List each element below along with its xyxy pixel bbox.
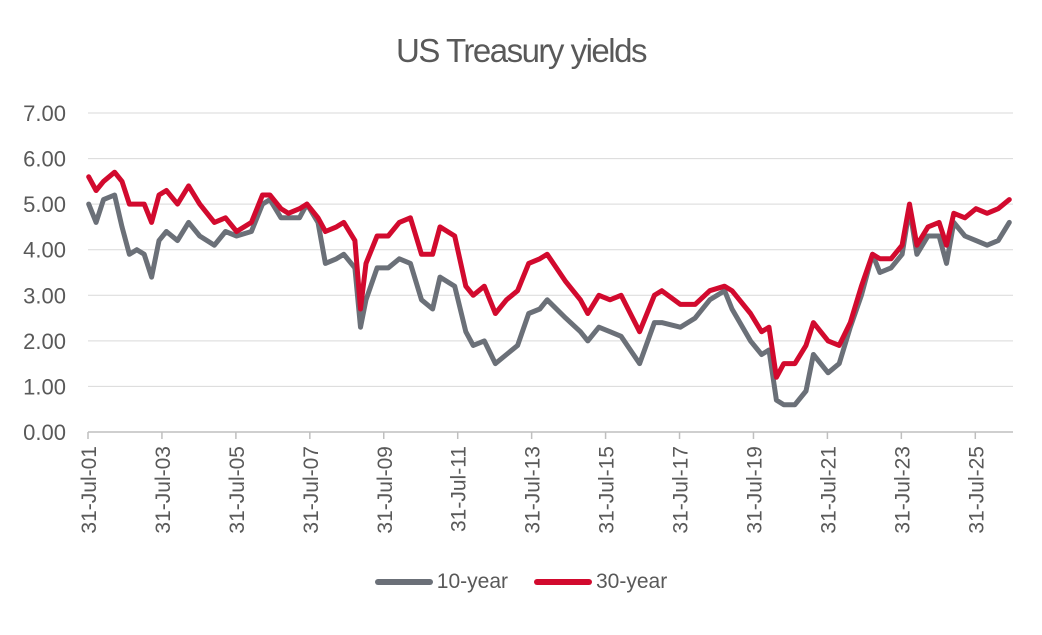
x-tick-label: 31-Jul-23 [891,446,914,534]
y-tick-label: 4.00 [23,238,66,263]
x-tick-label: 31-Jul-13 [522,446,545,534]
x-tick-label: 31-Jul-01 [78,446,101,534]
y-tick-label: 6.00 [23,147,66,172]
legend-label-10-year: 10-year [436,570,508,593]
legend-item-10-year: 10-year [374,570,508,594]
series-line-10-year [86,192,1012,408]
y-tick-label: 3.00 [23,283,66,308]
x-tick-label: 31-Jul-09 [374,446,397,534]
x-tick-label: 31-Jul-07 [300,446,323,534]
x-tick-label: 31-Jul-05 [226,446,249,534]
x-tick-label: 31-Jul-17 [670,446,693,534]
gridlines [88,112,1013,387]
x-tick-label: 31-Jul-21 [817,446,840,534]
x-tick-label: 31-Jul-03 [152,446,175,534]
legend-swatch-30-year [534,579,592,585]
y-tick-label: 1.00 [23,374,66,399]
x-tick-label: 31-Jul-19 [743,446,766,534]
y-tick-label: 0.00 [23,420,66,445]
x-tick-label: 31-Jul-15 [596,446,619,534]
legend-swatch-10-year [374,579,433,585]
legend: 10-year 30-year [0,570,1042,594]
series-line-30-year [86,169,1012,380]
chart-title: US Treasury yields [396,32,647,69]
series-lines [86,169,1012,408]
y-tick-label: 2.00 [23,329,66,354]
x-tick-label: 31-Jul-25 [965,446,988,534]
legend-label-30-year: 30-year [596,570,668,593]
x-axis: 31-Jul-01 31-Jul-03 31-Jul-05 31-Jul-07 31-J… [78,431,1013,534]
x-tick-label: 31-Jul-11 [448,446,471,532]
y-tick-label: 5.00 [23,192,66,217]
y-axis-ticks: 0.00 1.00 2.00 3.00 4.00 5.00 6.00 7.00 [23,101,66,445]
y-tick-label: 7.00 [23,101,66,126]
legend-item-30-year: 30-year [534,570,667,594]
